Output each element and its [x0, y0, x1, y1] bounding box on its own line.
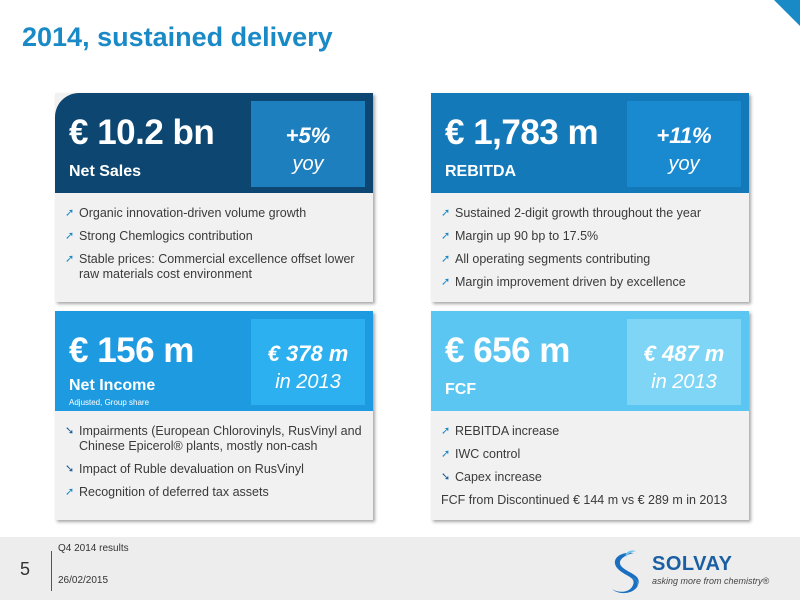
net-sales-card: € 10.2 bn Net Sales +5% yoy ➚ Organic inn…	[55, 93, 373, 302]
arrow-up-icon: ➚	[65, 486, 75, 498]
arrow-up-icon: ➚	[441, 207, 451, 219]
card-value: € 10.2 bn	[69, 113, 215, 152]
card-body: ➘ Impairments (European Chlorovinyls, Rus…	[65, 424, 365, 508]
badge-value: +11%	[656, 123, 712, 148]
arrow-up-icon: ➚	[441, 448, 451, 460]
list-item: ➚ Sustained 2-digit growth throughout the…	[441, 206, 701, 220]
report-date: 26/02/2015	[58, 575, 109, 586]
logo-icon	[612, 550, 639, 594]
card-note: FCF from Discontinued € 144 m vs € 289 m…	[441, 493, 728, 507]
arrow-up-icon: ➚	[65, 207, 75, 219]
card-header: € 1,783 m REBITDA +11% yoy	[431, 93, 749, 193]
card-header: € 156 m Net Income Adjusted, Group share…	[55, 311, 373, 411]
list-item: ➚ Stable prices: Commercial excellence of…	[65, 252, 355, 281]
card-badge: +11% yoy	[627, 101, 741, 187]
list-item: ➚ REBITDA increase	[441, 424, 560, 438]
list-item: ➚ IWC control	[441, 447, 521, 461]
page-title: 2014, sustained delivery	[22, 22, 333, 52]
fcf-card: € 656 m FCF € 487 m in 2013 ➚ REBITDA inc…	[431, 311, 749, 520]
page-number: 5	[20, 559, 31, 579]
badge-caption: in 2013	[275, 371, 341, 393]
list-item: ➚ Strong Chemlogics contribution	[65, 229, 253, 243]
list-item: ➘ Impact of Ruble devaluation on RusVinyl	[65, 462, 304, 476]
card-label: FCF	[445, 381, 477, 398]
card-label: REBITDA	[445, 163, 517, 180]
arrow-up-icon: ➚	[441, 276, 451, 288]
card-badge: +5% yoy	[251, 101, 365, 187]
arrow-up-icon: ➚	[65, 230, 75, 242]
solvay-logo: SOLVAY asking more from chemistry®	[604, 547, 794, 597]
badge-caption: in 2013	[651, 371, 717, 393]
arrow-up-icon: ➚	[441, 230, 451, 242]
list-item: ➚ Margin up 90 bp to 17.5%	[441, 229, 599, 243]
card-header: € 10.2 bn Net Sales +5% yoy	[55, 93, 373, 193]
list-item: ➚ Recognition of deferred tax assets	[65, 485, 269, 499]
badge-value: € 378 m	[267, 341, 349, 366]
card-label: Net Sales	[69, 163, 142, 180]
card-sublabel: Adjusted, Group share	[69, 398, 150, 407]
net-income-card: € 156 m Net Income Adjusted, Group share…	[55, 311, 373, 520]
corner-accent	[774, 0, 800, 26]
arrow-down-icon: ➘	[441, 471, 451, 483]
arrow-up-icon: ➚	[441, 425, 451, 437]
card-value: € 156 m	[69, 331, 194, 370]
badge-caption: yoy	[292, 153, 324, 175]
arrow-down-icon: ➘	[65, 463, 75, 475]
badge-value: +5%	[285, 123, 331, 148]
card-header: € 656 m FCF € 487 m in 2013	[431, 311, 749, 411]
arrow-up-icon: ➚	[441, 253, 451, 265]
rebitda-card: € 1,783 m REBITDA +11% yoy ➚ Sustained 2-…	[431, 93, 749, 302]
badge-caption: yoy	[668, 153, 700, 175]
list-item: ➚ Margin improvement driven by excellence	[441, 275, 686, 289]
card-badge: € 487 m in 2013	[627, 319, 741, 405]
card-value: € 656 m	[445, 331, 570, 370]
footer: 5 Q4 2014 results 26/02/2015	[0, 537, 800, 600]
arrow-down-icon: ➘	[65, 425, 75, 437]
card-body: ➚ Organic innovation-driven volume growth…	[65, 206, 365, 290]
card-badge: € 378 m in 2013	[251, 319, 365, 405]
footer-divider	[51, 551, 52, 591]
card-body: ➚ Sustained 2-digit growth throughout the…	[441, 206, 741, 298]
list-item: ➘ Capex increase	[441, 470, 542, 484]
badge-value: € 487 m	[643, 341, 725, 366]
report-name: Q4 2014 results	[58, 543, 129, 554]
list-item: ➘ Impairments (European Chlorovinyls, Rus…	[65, 424, 362, 453]
logo-name: SOLVAY	[652, 553, 733, 575]
logo-tagline: asking more from chemistry®	[652, 576, 770, 586]
card-value: € 1,783 m	[445, 113, 599, 152]
card-label: Net Income	[69, 377, 156, 394]
arrow-up-icon: ➚	[65, 253, 75, 265]
list-item: ➚ All operating segments contributing	[441, 252, 651, 266]
card-body: ➚ REBITDA increase ➚ IWC control ➘ Capex in…	[441, 424, 741, 508]
list-item: ➚ Organic innovation-driven volume growth	[65, 206, 307, 220]
